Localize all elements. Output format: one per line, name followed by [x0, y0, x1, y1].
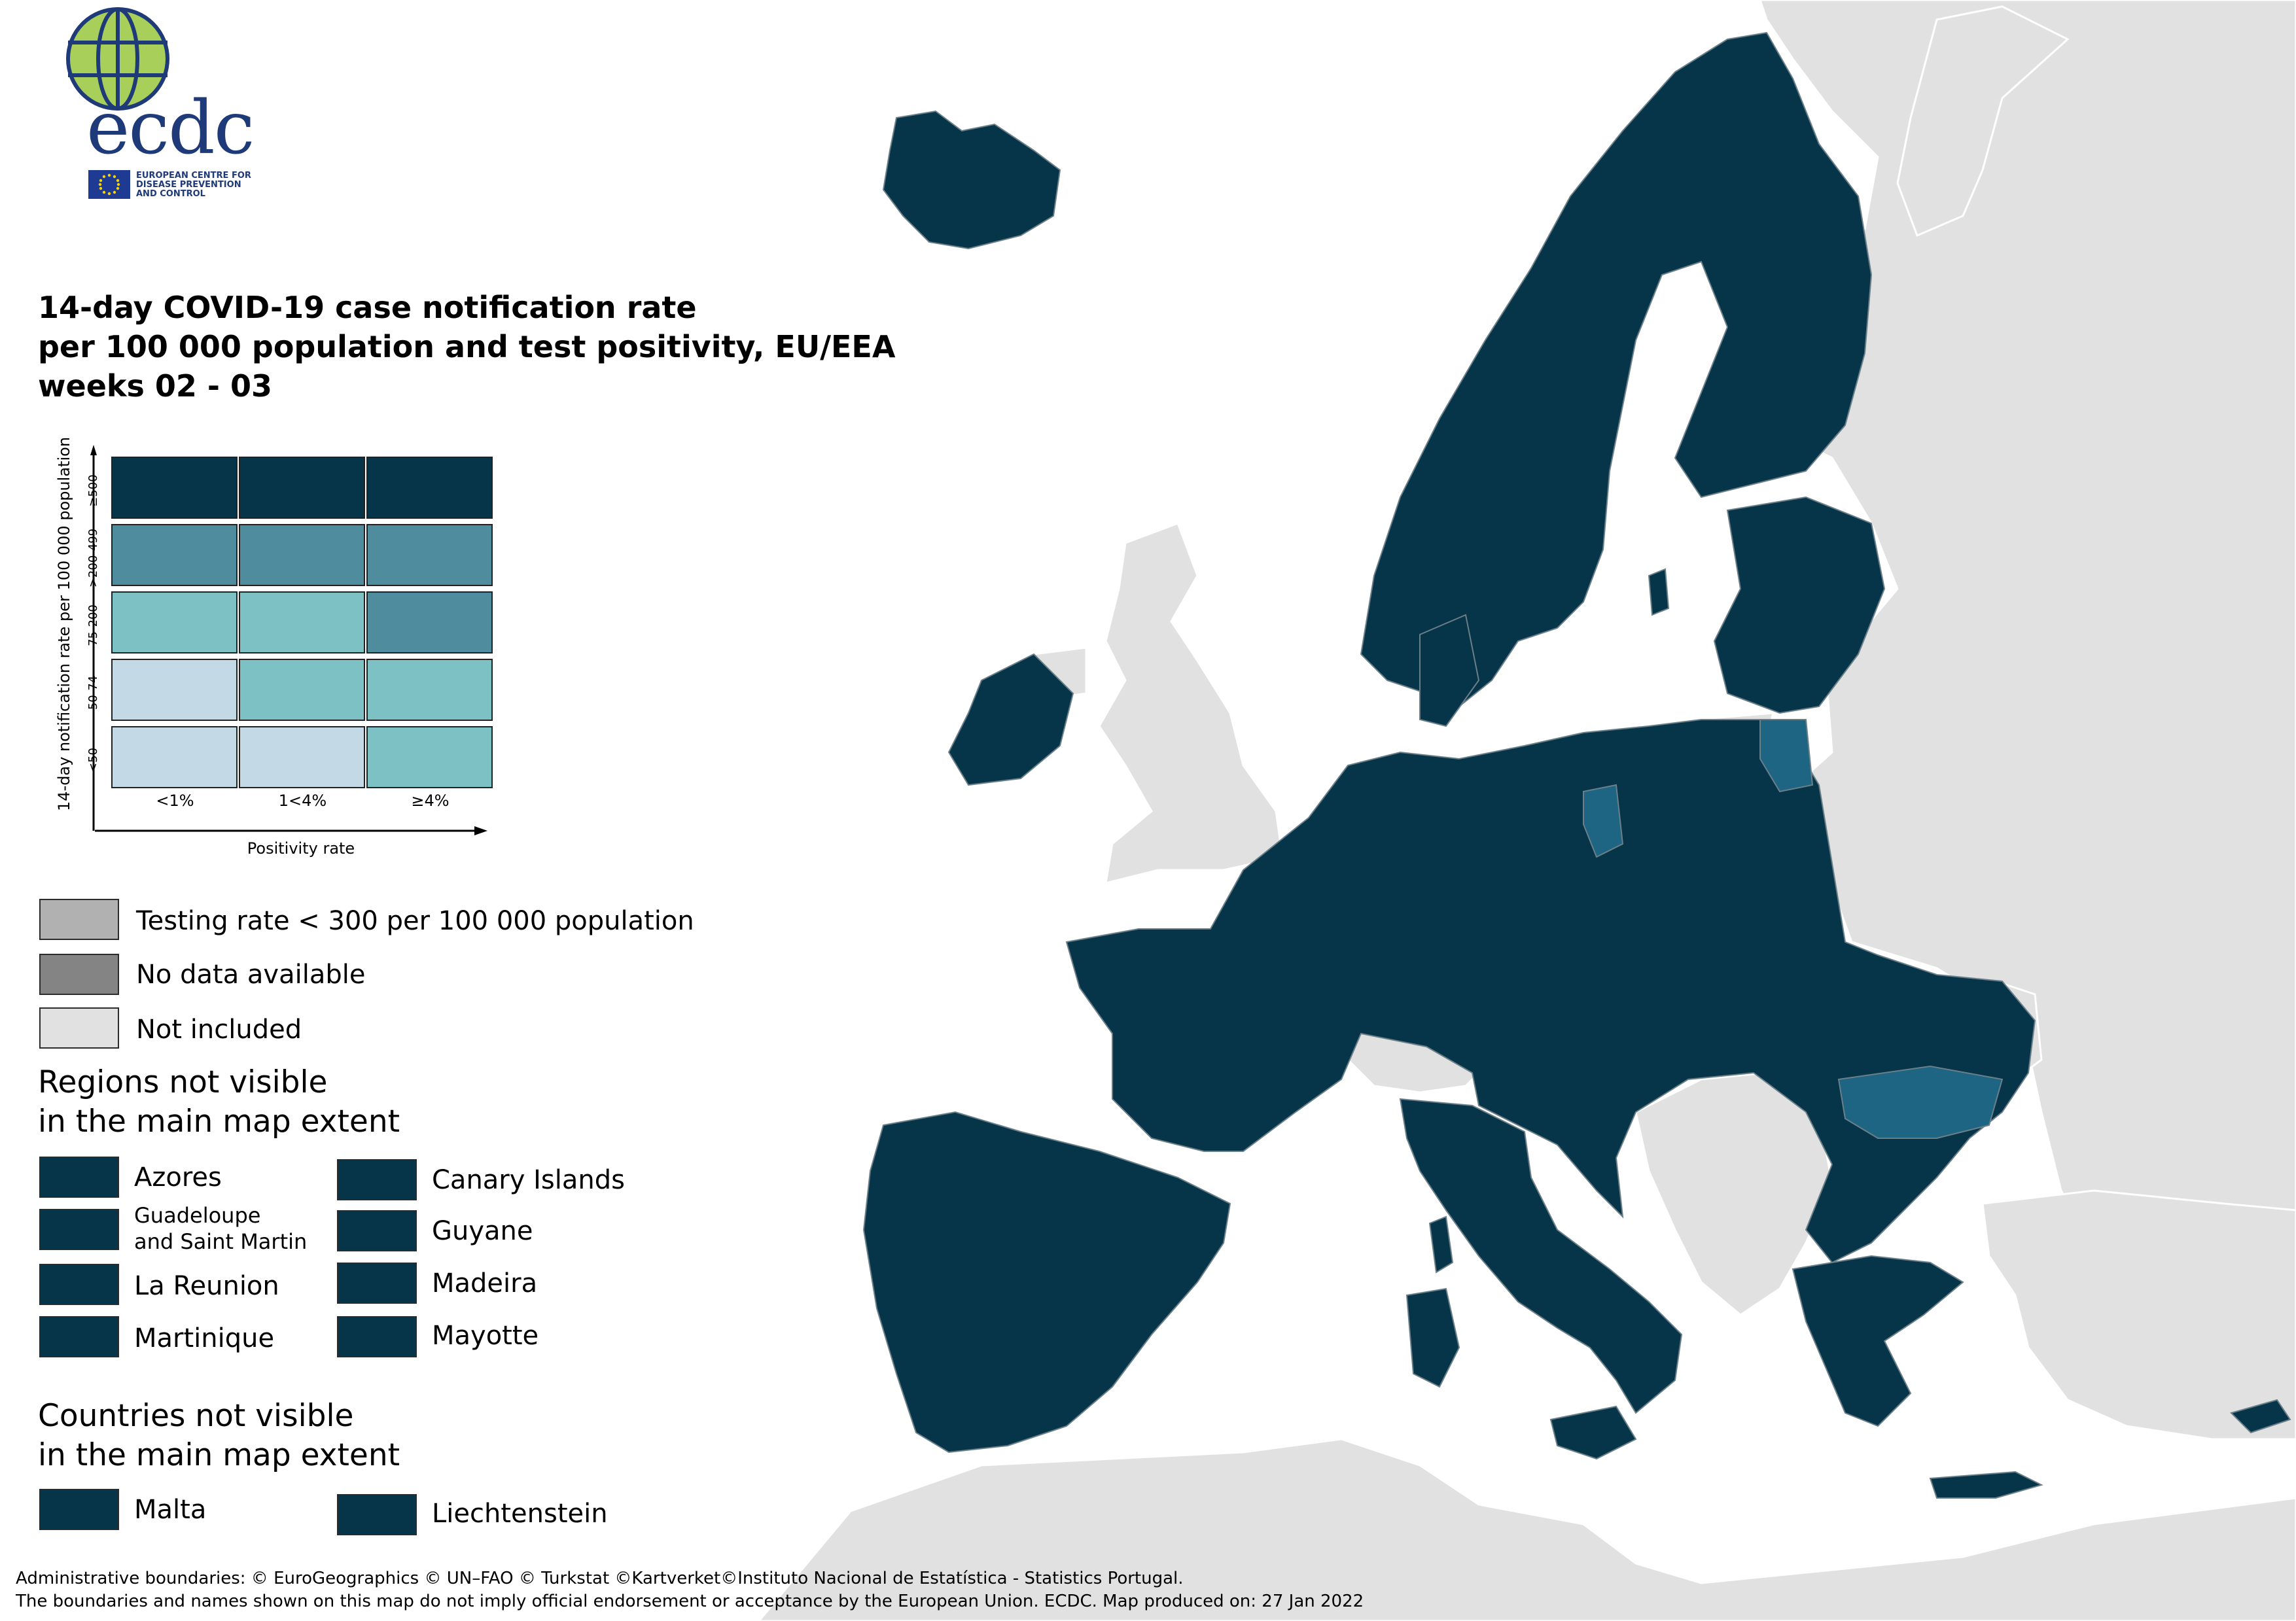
region-romania-centre: [1837, 1065, 2004, 1139]
guyane-swatch: [337, 1210, 417, 1251]
title-line-1: 14-day COVID-19 case notification rate: [38, 290, 697, 325]
guadeloupe-swatch: [39, 1209, 119, 1250]
footer-attribution: Administrative boundaries: © EuroGeograp…: [16, 1567, 2240, 1613]
legend-cell: [111, 726, 238, 788]
central-europe: [1065, 719, 2036, 1264]
guyane-label: Guyane: [432, 1216, 533, 1246]
malta-label: Malta: [134, 1495, 207, 1525]
legend-cell: [239, 524, 365, 586]
testing-rate-label: Testing rate < 300 per 100 000 populatio…: [136, 906, 694, 936]
region-poland-east: [1759, 719, 1814, 793]
corsica: [1428, 1215, 1454, 1274]
ecdc-logo: ecdc EUROPEAN CENTRE FOR DISEASE PREVENT…: [39, 7, 275, 203]
legend-row-label: 50-74: [86, 675, 100, 710]
martinique-label: Martinique: [134, 1323, 275, 1353]
canary-islands-swatch: [337, 1159, 417, 1200]
not-included-swatch: [39, 1007, 119, 1049]
crete: [1929, 1471, 2043, 1499]
la-reunion-swatch: [39, 1264, 119, 1305]
legend-cell: [111, 457, 238, 519]
legend-cell: [111, 524, 238, 586]
legend-cell: [239, 659, 365, 721]
countries-not-visible-title-2: in the main map extent: [38, 1437, 400, 1473]
gotland: [1648, 568, 1670, 616]
testing-rate-swatch: [39, 899, 119, 940]
legend-column-label: ≥4%: [411, 792, 450, 810]
eu-flag-icon: [88, 170, 130, 199]
north-africa: [758, 1438, 2296, 1621]
legend-cell: [111, 659, 238, 721]
iberian-peninsula: [862, 1111, 1231, 1454]
sicily: [1549, 1405, 1637, 1460]
italy: [1399, 1098, 1683, 1414]
cyprus: [2230, 1399, 2291, 1434]
malta-swatch: [39, 1489, 119, 1530]
regions-not-visible-title-1: Regions not visible: [38, 1064, 328, 1100]
guadeloupe-label: Guadeloupe: [134, 1203, 261, 1228]
legend-cell: [366, 659, 493, 721]
mid-rate-regions: [1583, 719, 2004, 1139]
legend-x-arrow-icon: [95, 826, 487, 835]
globe-icon: [66, 7, 169, 111]
region-poland-west: [1583, 784, 1624, 858]
baltic-states: [1713, 496, 1886, 714]
map-title: 14-day COVID-19 case notification rate p…: [38, 288, 921, 406]
countries-not-visible-title-1: Countries not visible: [38, 1398, 354, 1434]
agency-name: EUROPEAN CENTRE FOR DISEASE PREVENTION A…: [136, 171, 280, 199]
eu-eea-areas: [862, 31, 2291, 1499]
legend-x-axis-title: Positivity rate: [247, 839, 355, 858]
martinique-swatch: [39, 1316, 119, 1357]
canary-islands-label: Canary Islands: [432, 1165, 625, 1195]
kola-peninsula: [1896, 5, 2070, 237]
denmark: [1419, 614, 1480, 727]
mayotte-swatch: [337, 1316, 417, 1357]
legend-cell: [111, 591, 238, 654]
agency-name-line: DISEASE PREVENTION: [136, 180, 241, 190]
legend-row-label: <50: [86, 747, 100, 773]
title-line-3: weeks 02 - 03: [38, 368, 273, 404]
footer-line-2: The boundaries and names shown on this m…: [16, 1592, 1364, 1611]
legend-row-label: 75-200: [86, 604, 100, 646]
legend-row-label: ≥500: [86, 474, 100, 507]
madeira-swatch: [337, 1263, 417, 1304]
legend-y-axis-title: 14-day notification rate per 100 000 pop…: [55, 436, 73, 811]
legend-column-label: 1<4%: [278, 792, 327, 810]
not-included-label: Not included: [136, 1015, 302, 1045]
azores-label: Azores: [134, 1162, 222, 1193]
regions-not-visible-title-2: in the main map extent: [38, 1104, 400, 1140]
turkey: [1981, 1189, 2296, 1440]
no-data-label: No data available: [136, 960, 366, 990]
legend-cell: [239, 591, 365, 654]
azores-swatch: [39, 1157, 119, 1198]
legend-cell: [366, 591, 493, 654]
liechtenstein-swatch: [337, 1494, 417, 1535]
legend-row-label: >200-499: [86, 528, 100, 587]
agency-name-line: AND CONTROL: [136, 189, 205, 199]
sardinia: [1405, 1287, 1460, 1388]
title-line-2: per 100 000 population and test positivi…: [38, 329, 896, 364]
great-britain: [1098, 522, 1284, 885]
greece: [1792, 1255, 1964, 1427]
legend-cell: [239, 457, 365, 519]
la-reunion-label: La Reunion: [134, 1271, 279, 1301]
liechtenstein-label: Liechtenstein: [432, 1499, 608, 1529]
legend-cell: [366, 726, 493, 788]
ireland: [947, 653, 1074, 786]
guadeloupe-label-line-2: and Saint Martin: [134, 1229, 308, 1254]
footer-line-1: Administrative boundaries: © EuroGeograp…: [16, 1569, 1184, 1588]
madeira-label: Madeira: [432, 1268, 538, 1299]
no-data-swatch: [39, 954, 119, 995]
legend-cell: [366, 457, 493, 519]
legend-y-arrow-icon: [90, 445, 97, 831]
ecdc-wordmark: ecdc: [86, 86, 255, 171]
agency-name-line: EUROPEAN CENTRE FOR: [136, 171, 251, 181]
legend-column-label: <1%: [156, 792, 194, 810]
legend-cell: [366, 524, 493, 586]
legend-cell: [239, 726, 365, 788]
mayotte-label: Mayotte: [432, 1321, 539, 1351]
norway-sweden-finland: [1360, 31, 1873, 708]
iceland: [882, 110, 1061, 250]
